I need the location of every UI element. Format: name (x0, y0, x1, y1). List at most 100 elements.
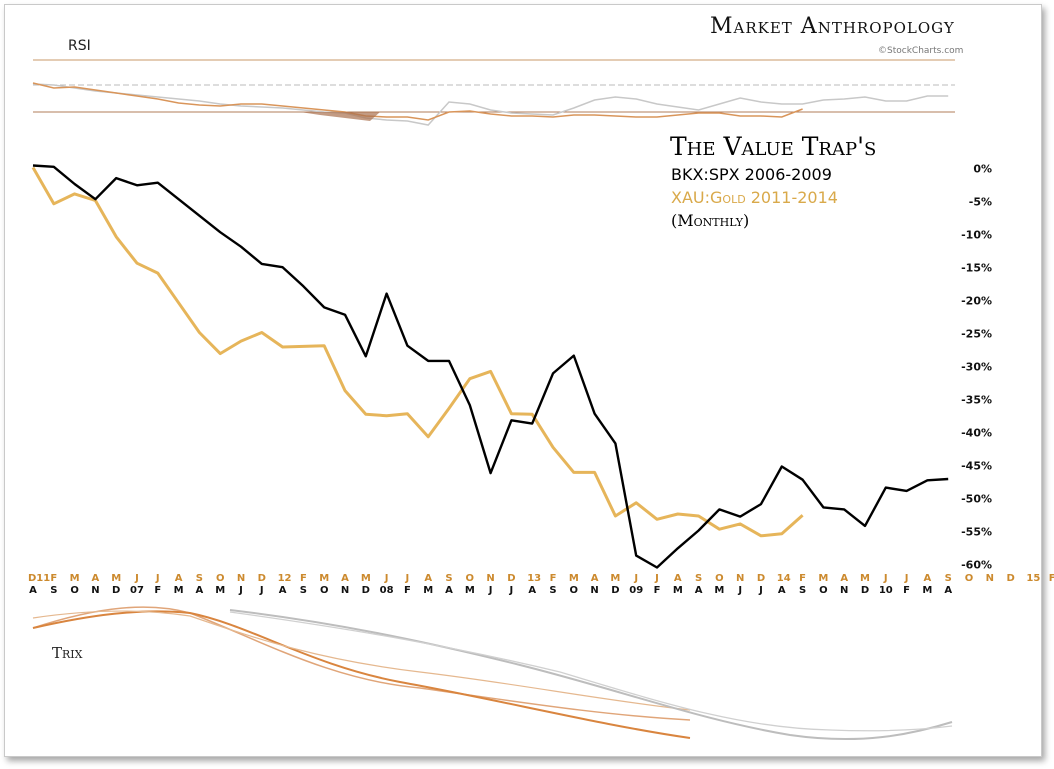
x-top-tick-label: N (237, 573, 245, 584)
x-top-tick-label: 13 (527, 573, 541, 584)
subtitle-gold-series: XAU:Gold 2011-2014 (671, 188, 838, 207)
x-top-tick-label: D (507, 573, 515, 584)
x-top-tick-label: 12 (278, 573, 292, 584)
x-top-tick-label: D (258, 573, 266, 584)
bkx-spx-series-line (32, 164, 949, 569)
x-top-tick-label: S (695, 573, 702, 584)
x-bottom-tick-label: O (320, 585, 329, 596)
trix-trace (229, 611, 953, 732)
x-top-tick-label: J (654, 573, 659, 584)
x-bottom-tick-label: S (549, 585, 556, 596)
y-tick-label: -45% (961, 460, 992, 473)
x-top-tick-label: O (715, 573, 724, 584)
y-tick-label: -15% (961, 262, 992, 275)
x-top-tick-label: J (155, 573, 160, 584)
x-bottom-tick-label: N (91, 585, 99, 596)
trix-trace (32, 610, 691, 711)
x-bottom-tick-label: 09 (629, 585, 643, 596)
trix-trace (32, 610, 691, 739)
x-bottom-tick-label: F (654, 585, 661, 596)
y-tick-label: -5% (969, 196, 992, 209)
x-top-tick-label: N (986, 573, 994, 584)
x-bottom-tick-label: S (50, 585, 57, 596)
x-bottom-tick-label: J (509, 585, 514, 596)
subtitle-frequency: (Monthly) (671, 211, 750, 230)
x-top-tick-label: S (196, 573, 203, 584)
y-tick-label: -60% (961, 559, 992, 572)
x-axis-bottom-labels: A S O N D 07 F M A M J J A S O N D 08 F M A M J J A S O N D 09 F M A M J J A… (29, 585, 952, 596)
chart-title: The Value Trap's (670, 132, 877, 161)
x-bottom-tick-label: N (341, 585, 349, 596)
rsi-label: RSI (68, 38, 91, 54)
y-tick-label: 0% (973, 163, 992, 176)
y-axis-labels: 0% -5% -10% -15% -20% -25% -30% -35% -40% -45% -50… (961, 163, 992, 572)
y-tick-label: -20% (961, 295, 992, 308)
trix-trace (229, 609, 953, 741)
x-bottom-tick-label: J (758, 585, 763, 596)
x-top-tick-label: M (111, 573, 121, 584)
rsi-bkx-trace (32, 83, 949, 126)
x-bottom-tick-label: M (174, 585, 184, 596)
x-top-tick-label: F (1049, 573, 1054, 584)
x-bottom-tick-label: M (673, 585, 683, 596)
y-tick-label: -30% (961, 361, 992, 374)
brand-name: Market Anthropology (710, 14, 955, 39)
x-top-tick-label: F (799, 573, 806, 584)
x-top-tick-label: D (757, 573, 765, 584)
x-bottom-tick-label: 08 (380, 585, 394, 596)
x-top-tick-label: O (216, 573, 225, 584)
x-top-tick-label: J (134, 573, 139, 584)
x-top-tick-label: A (591, 573, 599, 584)
x-top-tick-label: O (466, 573, 475, 584)
y-tick-label: -40% (961, 427, 992, 440)
x-bottom-tick-label: S (799, 585, 806, 596)
x-top-tick-label: J (405, 573, 410, 584)
x-bottom-tick-label: F (154, 585, 161, 596)
x-top-tick-label: 14 (777, 573, 791, 584)
x-bottom-tick-label: A (695, 585, 703, 596)
x-bottom-tick-label: D (611, 585, 619, 596)
x-top-tick-label: M (569, 573, 579, 584)
x-top-tick-label: F (300, 573, 307, 584)
x-top-tick-label: D11 (28, 573, 50, 584)
trix-label: Trix (52, 644, 83, 662)
x-top-tick-label: D (1006, 573, 1014, 584)
x-bottom-tick-label: A (279, 585, 287, 596)
x-top-tick-label: S (445, 573, 452, 584)
x-bottom-tick-label: N (590, 585, 598, 596)
x-bottom-tick-label: F (903, 585, 910, 596)
trix-panel (32, 606, 953, 741)
x-top-tick-label: M (319, 573, 329, 584)
rsi-panel (32, 59, 955, 126)
x-top-tick-label: J (384, 573, 389, 584)
x-top-tick-label: O (965, 573, 974, 584)
x-bottom-tick-label: 07 (130, 585, 144, 596)
x-top-tick-label: M (361, 573, 371, 584)
x-bottom-tick-label: J (488, 585, 493, 596)
x-bottom-tick-label: N (840, 585, 848, 596)
x-bottom-tick-label: O (70, 585, 79, 596)
x-bottom-tick-label: S (300, 585, 307, 596)
x-bottom-tick-label: M (215, 585, 225, 596)
x-bottom-tick-label: M (465, 585, 475, 596)
rsi-xau-trace (32, 82, 803, 121)
y-tick-label: -10% (961, 229, 992, 242)
x-bottom-tick-label: A (29, 585, 37, 596)
chart-frame (4, 4, 1042, 757)
x-top-tick-label: M (860, 573, 870, 584)
x-bottom-tick-label: A (196, 585, 204, 596)
x-bottom-tick-label: D (861, 585, 869, 596)
main-plot (31, 164, 949, 569)
x-bottom-tick-label: J (238, 585, 243, 596)
y-tick-label: -25% (961, 328, 992, 341)
x-top-tick-label: S (945, 573, 952, 584)
x-top-tick-label: A (674, 573, 682, 584)
y-tick-label: -55% (961, 526, 992, 539)
x-bottom-tick-label: F (404, 585, 411, 596)
x-top-tick-label: A (424, 573, 432, 584)
x-bottom-tick-label: D (112, 585, 120, 596)
x-bottom-tick-label: O (819, 585, 828, 596)
x-top-tick-label: F (550, 573, 557, 584)
trix-trace (32, 606, 691, 721)
